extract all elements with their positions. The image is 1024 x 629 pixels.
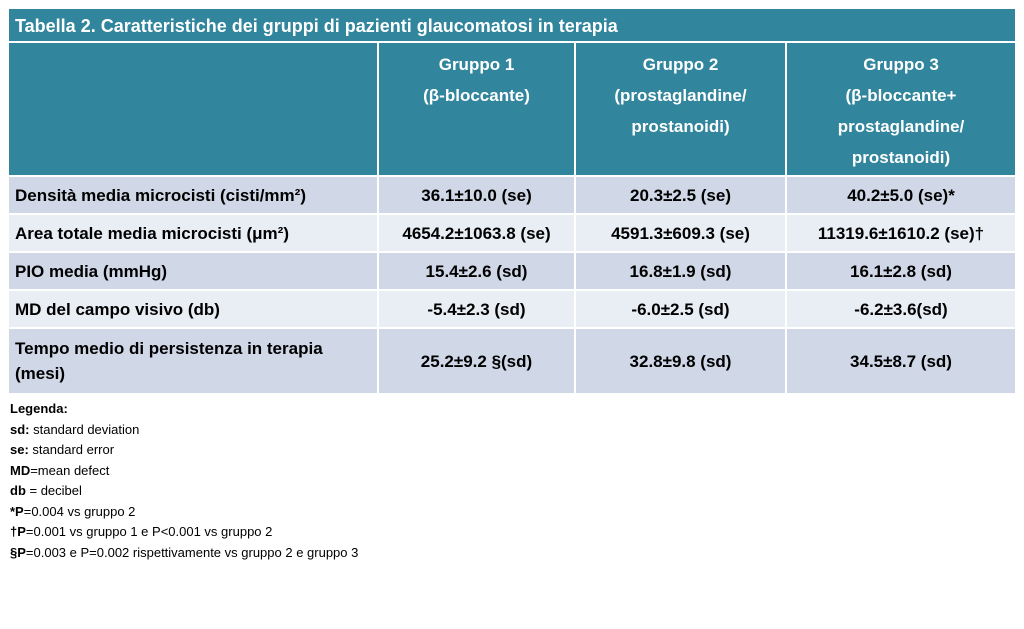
legend-item: †P=0.001 vs gruppo 1 e P<0.001 vs gruppo… — [10, 522, 1015, 543]
legend-text: =mean defect — [30, 462, 110, 478]
header-cell-gruppo-1: Gruppo 1 (β-bloccante) — [378, 43, 576, 177]
legend-item: *P=0.004 vs gruppo 2 — [10, 502, 1015, 523]
cell-gruppo-3: 16.1±2.8 (sd) — [786, 252, 1015, 291]
cell-gruppo-1: 15.4±2.6 (sd) — [378, 252, 576, 291]
header-line: Gruppo 1 — [438, 55, 515, 74]
legend-key: *P — [10, 503, 24, 519]
table-row: Densità media microcisti (cisti/mm²) 36.… — [9, 176, 1015, 215]
header-line: prostanoidi) — [851, 148, 951, 167]
cell-gruppo-3: -6.2±3.6(sd) — [786, 290, 1015, 329]
table-row: MD del campo visivo (db) -5.4±2.3 (sd) -… — [9, 290, 1015, 329]
header-cell-gruppo-2: Gruppo 2 (prostaglandine/ prostanoidi) — [575, 43, 787, 177]
header-line: Gruppo 3 — [863, 55, 939, 74]
cell-gruppo-2: 32.8±9.8 (sd) — [575, 328, 787, 395]
legend: Legenda: sd: standard deviation se: stan… — [9, 399, 1015, 563]
legend-item: sd: standard deviation — [10, 420, 1015, 441]
table-row: Area totale media microcisti (μm²) 4654.… — [9, 214, 1015, 253]
cell-gruppo-2: 20.3±2.5 (se) — [575, 176, 787, 215]
table-title: Tabella 2. Caratteristiche dei gruppi di… — [9, 9, 1015, 43]
legend-key: §P — [10, 544, 26, 560]
legend-heading: Legenda: — [10, 401, 68, 416]
legend-key: sd: — [10, 421, 30, 437]
legend-key: se: — [10, 442, 29, 457]
legend-text: standard deviation — [29, 421, 140, 437]
cell-gruppo-1: 25.2±9.2 §(sd) — [378, 328, 576, 395]
cell-gruppo-1: 4654.2±1063.8 (se) — [378, 214, 576, 253]
legend-key: †P — [10, 524, 26, 539]
header-cell-empty — [9, 43, 379, 177]
row-label: MD del campo visivo (db) — [9, 290, 379, 329]
slide: Tabella 2. Caratteristiche dei gruppi di… — [9, 9, 1015, 563]
cell-gruppo-3: 34.5±8.7 (sd) — [786, 328, 1015, 395]
row-label: Densità media microcisti (cisti/mm²) — [9, 176, 379, 215]
header-line: (prostaglandine/ — [614, 86, 747, 105]
header-line: (β-bloccante) — [423, 86, 530, 105]
legend-item: se: standard error — [10, 440, 1015, 461]
row-label: PIO media (mmHg) — [9, 252, 379, 291]
cell-gruppo-3: 40.2±5.0 (se)* — [786, 176, 1015, 215]
legend-text: =0.003 e P=0.002 rispettivamente vs grup… — [25, 544, 359, 560]
data-table: Gruppo 1 (β-bloccante) Gruppo 2 (prostag… — [9, 43, 1015, 395]
header-line: prostanoidi) — [631, 117, 730, 136]
header-row: Gruppo 1 (β-bloccante) Gruppo 2 (prostag… — [9, 43, 1015, 177]
legend-item: §P=0.003 e P=0.002 rispettivamente vs gr… — [10, 543, 1015, 564]
header-line: prostaglandine/ — [837, 117, 965, 136]
legend-text: =0.004 vs gruppo 2 — [23, 503, 136, 519]
cell-gruppo-2: -6.0±2.5 (sd) — [575, 290, 787, 329]
legend-item: db = decibel — [10, 481, 1015, 502]
cell-gruppo-2: 4591.3±609.3 (se) — [575, 214, 787, 253]
legend-key: MD — [10, 462, 31, 478]
legend-item: MD=mean defect — [10, 461, 1015, 482]
cell-gruppo-1: -5.4±2.3 (sd) — [378, 290, 576, 329]
table-row: PIO media (mmHg) 15.4±2.6 (sd) 16.8±1.9 … — [9, 252, 1015, 291]
header-line: (β-bloccante+ — [845, 86, 957, 105]
cell-gruppo-1: 36.1±10.0 (se) — [378, 176, 576, 215]
cell-gruppo-3: 11319.6±1610.2 (se)† — [786, 214, 1015, 253]
table-row: Tempo medio di persistenza in terapia (m… — [9, 328, 1015, 395]
legend-key: db — [10, 483, 26, 498]
header-cell-gruppo-3: Gruppo 3 (β-bloccante+ prostaglandine/ p… — [786, 43, 1015, 177]
header-line: Gruppo 2 — [642, 55, 719, 74]
row-label: Tempo medio di persistenza in terapia (m… — [9, 328, 379, 395]
legend-text: = decibel — [25, 483, 82, 498]
legend-text: =0.001 vs gruppo 1 e P<0.001 vs gruppo 2 — [25, 524, 273, 539]
legend-text: standard error — [28, 442, 115, 457]
row-label: Area totale media microcisti (μm²) — [9, 214, 379, 253]
cell-gruppo-2: 16.8±1.9 (sd) — [575, 252, 787, 291]
